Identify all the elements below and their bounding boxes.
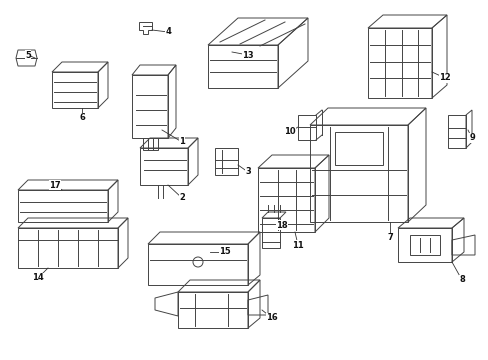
Text: 3: 3 [244, 167, 250, 176]
Text: 12: 12 [438, 73, 450, 82]
Text: 17: 17 [49, 180, 61, 189]
Text: 1: 1 [179, 138, 184, 147]
Text: 15: 15 [219, 248, 230, 256]
Text: 10: 10 [284, 127, 295, 136]
Text: 7: 7 [386, 234, 392, 243]
Text: 9: 9 [468, 134, 474, 143]
Text: 11: 11 [291, 240, 303, 249]
Text: 4: 4 [165, 27, 171, 36]
Text: 6: 6 [79, 113, 85, 122]
Text: 8: 8 [458, 275, 464, 284]
Text: 13: 13 [242, 50, 253, 59]
Text: 14: 14 [32, 274, 44, 283]
Text: 2: 2 [179, 194, 184, 202]
Text: 5: 5 [25, 50, 31, 59]
Text: 18: 18 [276, 220, 287, 230]
Text: 16: 16 [265, 314, 277, 323]
